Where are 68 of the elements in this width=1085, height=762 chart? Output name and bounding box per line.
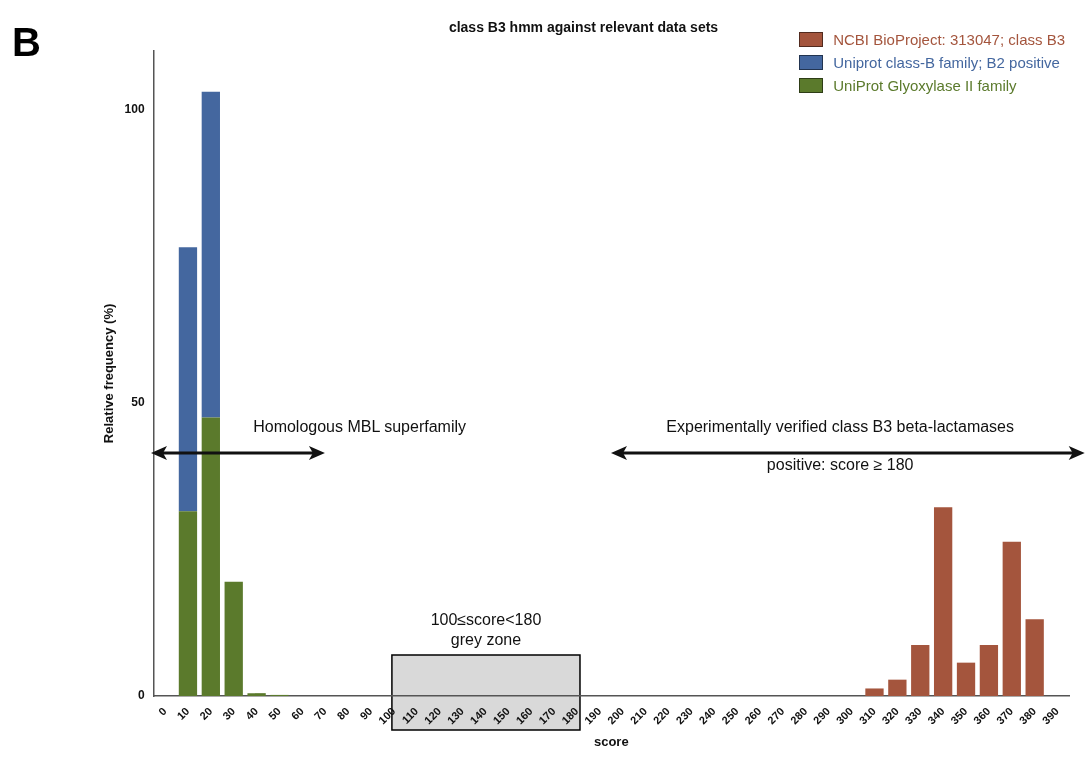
x-tick-label: 170 (536, 704, 558, 727)
x-tick-label: 280 (787, 704, 810, 727)
bar (178, 511, 198, 697)
x-tick-label: 50 (265, 704, 284, 722)
x-tick-label: 160 (513, 704, 535, 727)
bar (1025, 619, 1044, 697)
x-tick-label: 340 (925, 704, 947, 727)
text: B (12, 20, 41, 64)
x-tick-label: 230 (673, 704, 695, 727)
x-tick-label: 220 (650, 704, 673, 727)
x-tick-label: 270 (765, 704, 787, 727)
legend-label: NCBI BioProject: 313047; class B3 (833, 30, 1065, 48)
bar (933, 507, 953, 697)
x-tick-label: 60 (288, 704, 306, 722)
x-tick-label: 390 (1039, 704, 1062, 727)
bar (888, 679, 907, 697)
x-tick-label: 290 (810, 704, 833, 727)
x-tick-label: 370 (993, 704, 1016, 727)
bar (979, 645, 999, 697)
x-tick-label: 200 (604, 704, 627, 727)
x-tick-label: 10 (174, 704, 192, 722)
x-tick-label: 210 (627, 704, 650, 727)
x-tick-label: 30 (220, 704, 238, 722)
annotation: Experimentally verified class B3 beta-lactamases (666, 418, 1015, 436)
bar (201, 91, 220, 418)
x-tick-label: 150 (490, 704, 512, 727)
x-tick-label: 100 (376, 704, 398, 727)
bar (956, 662, 976, 697)
bar (865, 688, 884, 697)
x-tick-label: 250 (719, 704, 741, 727)
x-tick-label: 380 (1016, 704, 1039, 727)
legend-label: UniProt Glyoxylase II family (833, 76, 1017, 94)
legend-label: Uniprot class-B family; B2 positive (833, 53, 1060, 71)
band-label: 100≤score<180 grey zone (430, 611, 542, 649)
y-tick-label: 0 (137, 688, 145, 703)
x-tick-label: 360 (970, 704, 993, 727)
annotation: positive: score ≥ 180 (766, 456, 914, 474)
x-tick-label: 0 (155, 704, 169, 718)
x-tick-label: 80 (334, 704, 352, 722)
bar (178, 247, 198, 512)
bar (911, 645, 930, 697)
x-tick-label: 240 (696, 704, 718, 727)
x-tick-label: 20 (197, 704, 215, 722)
x-tick-label: 180 (559, 704, 581, 727)
y-tick-label: 50 (131, 395, 145, 410)
x-tick-label: 120 (421, 704, 444, 727)
x-tick-label: 140 (467, 704, 489, 727)
y-tick-label: 100 (124, 101, 145, 116)
x-tick-label: 320 (879, 704, 901, 727)
bar (1002, 541, 1021, 697)
y-axis-title: Relative frequency (%) (101, 303, 117, 444)
chart-title: class B3 hmm against relevant data sets (448, 19, 719, 36)
x-tick-label: 70 (311, 704, 329, 722)
x-tick-label: 40 (243, 704, 261, 722)
x-tick-label: 300 (833, 704, 856, 727)
x-tick-label: 310 (856, 704, 879, 727)
x-tick-label: 350 (948, 704, 970, 727)
bar (201, 417, 220, 697)
bar (224, 581, 243, 697)
x-axis-title: score (593, 733, 629, 749)
x-tick-label: 130 (444, 704, 467, 727)
x-tick-label: 260 (742, 704, 764, 727)
x-tick-label: 190 (581, 704, 604, 727)
annotation: Homologous MBL superfamily (253, 418, 466, 436)
x-tick-label: 110 (399, 704, 421, 726)
bar (247, 693, 266, 697)
x-tick-label: 90 (357, 704, 375, 722)
x-tick-label: 330 (902, 704, 924, 727)
